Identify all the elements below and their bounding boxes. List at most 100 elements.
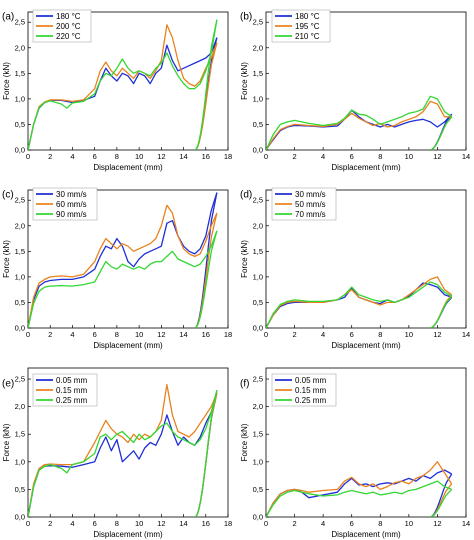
series-unload-line (194, 392, 218, 517)
y-tick-label: 1,5 (15, 247, 25, 256)
x-tick-label: 16 (202, 330, 210, 339)
x-tick-label: 14 (462, 330, 470, 339)
x-axis-label: Displacement (mm) (331, 341, 401, 350)
x-tick-label: 10 (135, 330, 143, 339)
legend-label: 0.25 mm (56, 396, 87, 405)
series-line (266, 100, 452, 150)
x-tick-label: 10 (135, 519, 143, 528)
y-tick-label: 0,5 (15, 485, 25, 494)
x-tick-label: 10 (405, 152, 413, 161)
x-tick-label: 18 (224, 152, 232, 161)
panel-label: (f) (240, 378, 249, 389)
series-line (266, 282, 452, 328)
series-unload-line (194, 389, 218, 517)
legend-label: 0.15 mm (56, 386, 87, 395)
y-axis-label: Force (kN) (240, 62, 249, 100)
legend-label: 60 mm/s (56, 200, 87, 209)
y-tick-label: 2,5 (15, 375, 25, 384)
plot-frame (265, 189, 467, 329)
x-tick-label: 18 (224, 519, 232, 528)
series-line (266, 109, 453, 150)
series-unload-line (194, 230, 218, 328)
y-axis-label: Force (kN) (2, 62, 11, 100)
x-tick-label: 2 (292, 519, 296, 528)
x-tick-label: 8 (378, 330, 382, 339)
series-unload-line (429, 116, 453, 150)
series-unload-line (194, 392, 218, 517)
x-tick-label: 16 (202, 152, 210, 161)
series-line (266, 95, 453, 150)
series-line (28, 192, 218, 328)
y-axis-label: Force (kN) (2, 240, 11, 278)
panel-label: (b) (240, 11, 252, 22)
x-tick-label: 8 (378, 519, 382, 528)
y-tick-label: 2,5 (253, 18, 263, 27)
y-axis-label: Force (kN) (240, 423, 249, 461)
y-tick-label: 2,0 (253, 221, 263, 230)
series-unload-line (429, 483, 453, 517)
x-tick-label: 6 (350, 519, 354, 528)
chart-panel: (e) 0 2 4 6 8 10 12 14 16 18 0,0 0,5 1,0 1,5 2,0 2,5 Disp… (2, 367, 232, 539)
legend: 0.05 mm0.15 mm0.25 mm (32, 373, 98, 407)
legend-label: 180 °C (295, 12, 320, 21)
series-line (28, 389, 218, 517)
x-tick-label: 0 (26, 330, 30, 339)
x-tick-label: 12 (433, 330, 441, 339)
legend-label: 30 mm/s (295, 190, 326, 199)
y-tick-label: 0,0 (15, 324, 25, 333)
y-tick-label: 2,0 (15, 43, 25, 52)
legend: 0.05 mm0.15 mm0.25 mm (271, 373, 337, 407)
x-tick-label: 4 (321, 330, 325, 339)
panel-label: (e) (2, 378, 14, 389)
y-tick-label: 1,5 (253, 69, 263, 78)
x-tick-label: 4 (321, 519, 325, 528)
legend-label: 70 mm/s (295, 210, 326, 219)
y-tick-label: 0,0 (253, 513, 263, 522)
x-tick-label: 8 (115, 519, 119, 528)
y-tick-label: 0,5 (15, 120, 25, 129)
x-tick-label: 4 (70, 152, 74, 161)
series-line (266, 469, 453, 517)
x-tick-label: 12 (433, 519, 441, 528)
series-line (266, 281, 453, 328)
x-axis-label: Displacement (mm) (93, 341, 163, 350)
panel-label: (d) (240, 189, 252, 200)
x-tick-label: 14 (462, 152, 470, 161)
y-tick-label: 1,5 (253, 430, 263, 439)
y-tick-label: 0,5 (253, 120, 263, 129)
legend-label: 0.15 mm (295, 386, 326, 395)
x-tick-label: 4 (321, 152, 325, 161)
legend: 30 mm/s60 mm/s90 mm/s (32, 187, 98, 221)
series-unload-line (429, 473, 453, 517)
y-tick-label: 0,0 (15, 146, 25, 155)
y-tick-label: 2,0 (15, 221, 25, 230)
series-line (28, 24, 218, 150)
y-tick-label: 1,0 (253, 94, 263, 103)
y-tick-label: 0,5 (253, 485, 263, 494)
x-tick-label: 6 (93, 152, 97, 161)
x-tick-label: 12 (157, 330, 165, 339)
y-tick-label: 0,0 (253, 324, 263, 333)
series-line (28, 204, 218, 328)
x-tick-label: 14 (179, 330, 187, 339)
legend: 30 mm/s50 mm/s70 mm/s (271, 187, 337, 221)
x-tick-label: 6 (93, 330, 97, 339)
x-tick-label: 18 (224, 330, 232, 339)
y-axis-label: Force (kN) (2, 423, 11, 461)
x-tick-label: 8 (115, 330, 119, 339)
series-unload-line (429, 488, 453, 517)
y-tick-label: 2,5 (253, 196, 263, 205)
legend-label: 30 mm/s (56, 190, 87, 199)
plot-frame (265, 11, 467, 151)
y-tick-label: 1,0 (15, 94, 25, 103)
x-tick-label: 10 (405, 519, 413, 528)
x-tick-label: 14 (179, 519, 187, 528)
x-tick-label: 2 (48, 152, 52, 161)
x-tick-label: 4 (70, 519, 74, 528)
y-tick-label: 0,0 (253, 146, 263, 155)
chart-panel: (f) 0 2 4 6 8 10 12 14 0,0 0,5 1,0 1,5 2,0 2,5 Displace… (240, 367, 470, 539)
y-tick-label: 1,5 (15, 430, 25, 439)
x-axis-label: Displacement (mm) (331, 163, 401, 172)
